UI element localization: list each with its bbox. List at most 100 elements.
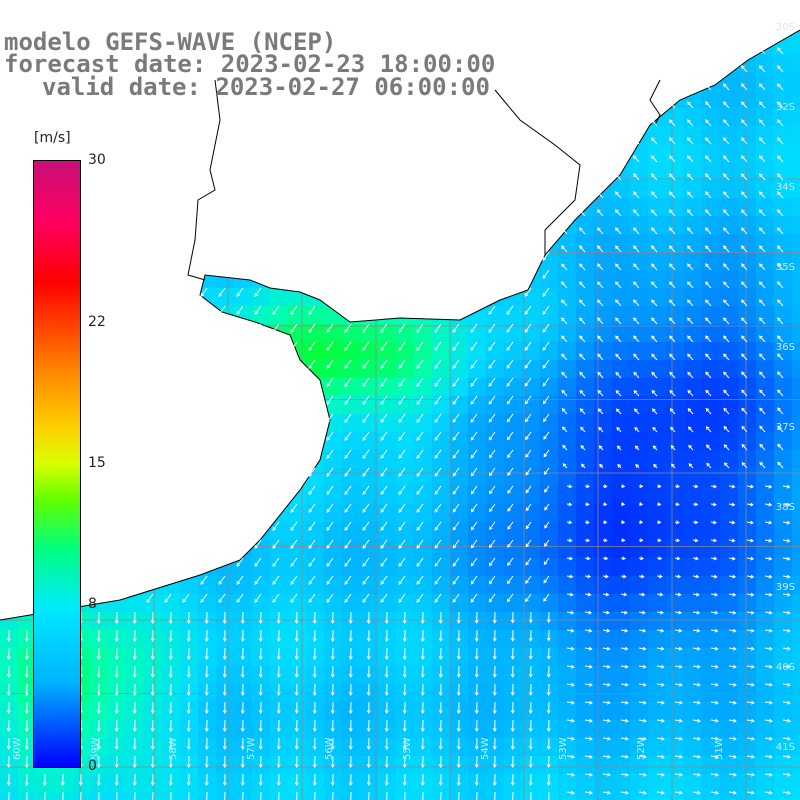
wind-arrow (544, 467, 550, 475)
wind-speed-cell (738, 108, 756, 126)
wind-arrow-head (750, 718, 755, 723)
wind-arrow (651, 281, 658, 289)
wind-speed-cell (540, 396, 558, 414)
wind-arrow (597, 353, 604, 361)
wind-arrow-head (236, 563, 241, 567)
wind-arrow-head (276, 674, 281, 678)
wind-speed-cell (756, 162, 774, 180)
wind-arrow (669, 281, 676, 289)
wind-speed-cell (792, 72, 800, 90)
wind-speed-cell (684, 342, 702, 360)
wind-arrow-head (528, 728, 533, 732)
wind-speed-cell (774, 216, 792, 234)
wind-speed-cell (738, 594, 756, 612)
wind-speed-cell (630, 612, 648, 630)
wind-speed-cell (684, 180, 702, 198)
wind-speed-cell (738, 234, 756, 252)
wind-arrow (615, 209, 622, 217)
wind-arrow-head (398, 437, 403, 441)
wind-arrow (308, 467, 316, 477)
wind-arrow (710, 755, 718, 758)
wind-arrow (777, 137, 784, 145)
wind-speed-cell (630, 702, 648, 720)
wind-arrow-head (597, 299, 601, 304)
wind-speed-cell (720, 108, 738, 126)
wind-arrow-head (438, 674, 443, 678)
wind-arrow-head (525, 525, 530, 530)
wind-arrow (566, 629, 574, 632)
wind-arrow (782, 593, 790, 596)
wind-arrow-head (705, 353, 709, 358)
wind-arrow-head (312, 710, 317, 714)
wind-speed-cell (684, 522, 702, 540)
wind-arrow-head (633, 191, 637, 196)
wind-arrow-head (696, 628, 701, 633)
wind-arrow (326, 539, 334, 549)
wind-speed-cell (324, 468, 342, 486)
wind-arrow (452, 341, 460, 351)
wind-arrow (741, 83, 748, 91)
wind-arrow (326, 521, 334, 531)
wind-arrow-head (96, 620, 101, 624)
wind-arrow-head (723, 317, 727, 322)
wind-arrow (746, 485, 754, 488)
wind-arrow-head (258, 674, 263, 678)
wind-arrow (543, 593, 550, 602)
wind-speed-cell (684, 216, 702, 234)
wind-speed-cell (702, 468, 720, 486)
wind-arrow-head (344, 383, 349, 387)
wind-arrow (416, 413, 424, 423)
wind-arrow-head (588, 736, 593, 741)
wind-arrow (579, 353, 586, 361)
wind-arrow (741, 137, 748, 145)
wind-arrow-head (24, 728, 29, 732)
wind-speed-cell (522, 468, 540, 486)
wind-speed-cell (702, 684, 720, 702)
wind-arrow-head (326, 473, 331, 477)
wind-speed-cell (684, 162, 702, 180)
wind-arrow (146, 593, 154, 603)
wind-speed-cell (720, 126, 738, 144)
wind-speed-cell (324, 360, 342, 378)
wind-arrow (344, 359, 352, 369)
wind-arrow (416, 539, 424, 549)
wind-speed-cell (450, 540, 468, 558)
wind-arrow-head (544, 524, 548, 529)
wind-arrow (615, 353, 622, 361)
wind-arrow (705, 335, 712, 343)
wind-arrow-head (507, 454, 511, 459)
wind-arrow-head (150, 746, 155, 750)
wind-arrow-head (768, 700, 773, 705)
wind-arrow (362, 539, 370, 549)
wind-arrow-head (579, 281, 583, 286)
wind-speed-cell (666, 468, 684, 486)
wind-speed-cell (630, 666, 648, 684)
wind-arrow (489, 539, 496, 548)
wind-speed-cell (558, 684, 576, 702)
wind-arrow-head (380, 329, 385, 333)
wind-arrow (723, 209, 730, 217)
wind-arrow-head (492, 674, 497, 678)
wind-arrow-head (150, 728, 155, 732)
wind-speed-cell (702, 144, 720, 162)
wind-arrow-head (660, 646, 665, 651)
wind-speed-cell (558, 666, 576, 684)
wind-arrow-head (562, 444, 566, 449)
wind-arrow-head (678, 772, 683, 777)
wind-speed-cell (486, 576, 504, 594)
wind-speed-cell (594, 522, 612, 540)
wind-arrow (746, 629, 754, 632)
wind-speed-cell (342, 558, 360, 576)
wind-arrow (741, 407, 748, 415)
wind-speed-cell (630, 684, 648, 702)
wind-speed-cell (432, 414, 450, 432)
wind-arrow-head (524, 293, 529, 297)
wind-speed-cell (648, 126, 666, 144)
wind-arrow (380, 503, 388, 513)
wind-arrow-head (660, 790, 665, 795)
wind-arrow-head (786, 700, 791, 705)
wind-arrow (633, 155, 640, 163)
wind-arrow-head (617, 463, 622, 468)
wind-arrow-head (603, 538, 608, 543)
wind-arrow (561, 281, 568, 289)
